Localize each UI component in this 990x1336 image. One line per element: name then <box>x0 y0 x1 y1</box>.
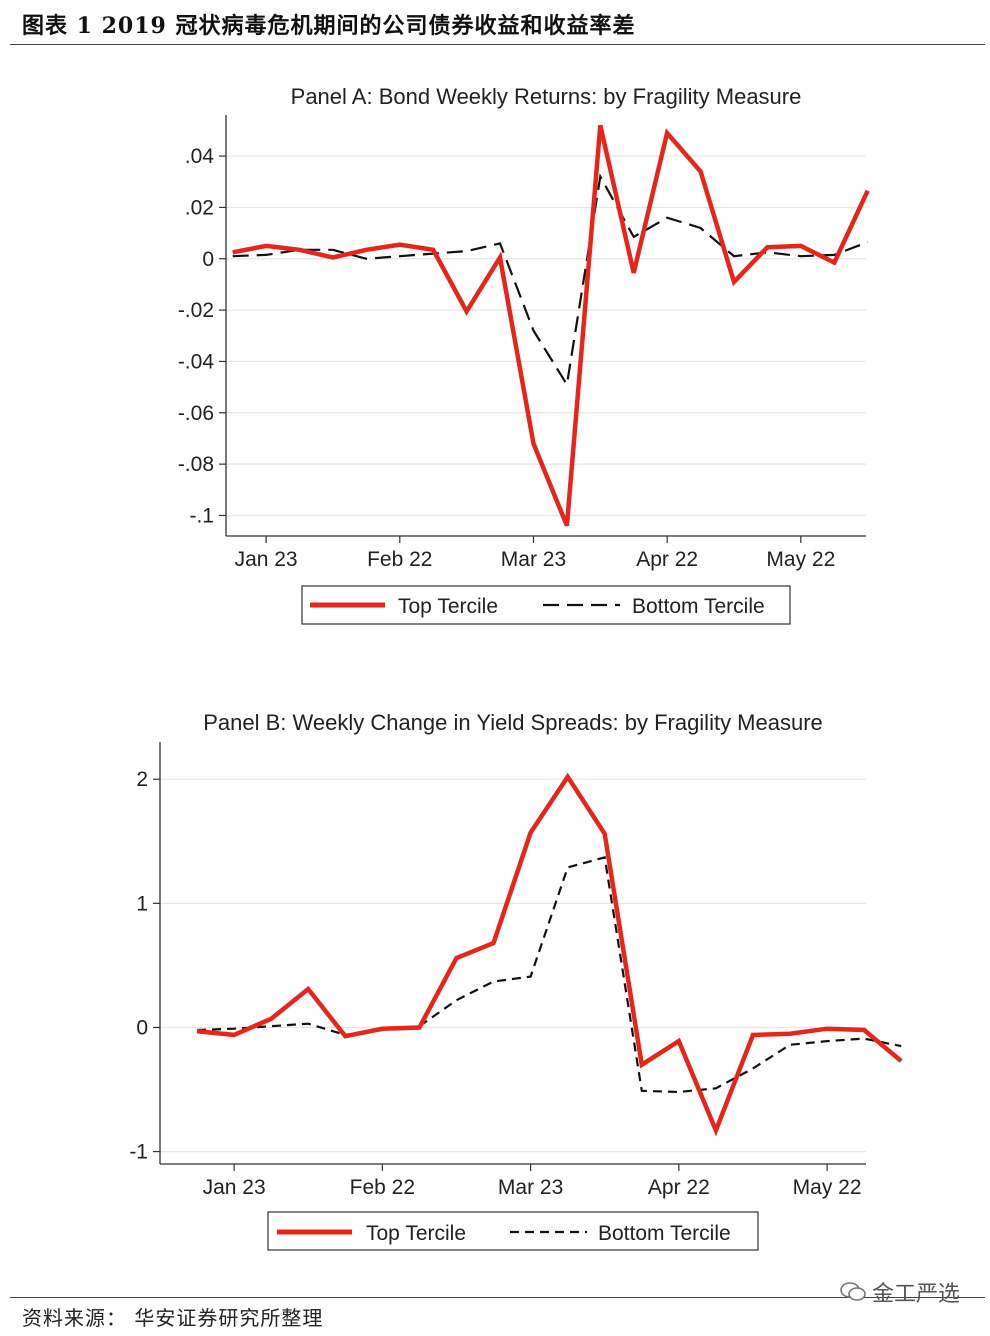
panel-b-y-ticks: 2 1 0 -1 <box>129 768 160 1164</box>
panel-a-series <box>232 124 870 527</box>
x-tick-label: Feb 22 <box>350 1176 415 1199</box>
x-tick-label: May 22 <box>766 548 835 571</box>
bottom-rule <box>10 1297 985 1298</box>
panel-a-x-ticks: Jan 23 Feb 22 Mar 23 Apr 22 May 22 <box>235 536 835 571</box>
panel-a-gridlines <box>226 155 866 517</box>
y-tick-label: -.04 <box>178 350 215 373</box>
series-line-bottom-tercile <box>197 856 902 1094</box>
panel-b-legend: Top Tercile Bottom Tercile <box>267 1211 759 1251</box>
y-tick-label: -.1 <box>189 504 214 527</box>
x-tick-label: Mar 23 <box>501 548 566 571</box>
panel-b-gridlines <box>160 778 866 1153</box>
panel-a-axes <box>225 115 866 537</box>
top-rule <box>10 44 985 45</box>
y-tick-label: 0 <box>202 248 214 271</box>
figure-title: 图表 1 2019 冠状病毒危机期间的公司债券收益和收益率差 <box>22 13 636 39</box>
x-tick-label: May 22 <box>793 1176 862 1199</box>
y-tick-label: -.08 <box>178 453 214 476</box>
panel-a-legend: Top Tercile Bottom Tercile <box>301 585 791 625</box>
y-tick-label: -.06 <box>178 402 214 425</box>
x-tick-label: Feb 22 <box>367 548 432 571</box>
wechat-icon <box>840 1282 866 1302</box>
legend-top-label: Top Tercile <box>398 595 498 618</box>
y-tick-label: .04 <box>185 145 215 168</box>
source-note: 资料来源： 华安证券研究所整理 <box>22 1306 324 1330</box>
legend-bottom-label: Bottom Tercile <box>632 595 765 618</box>
x-tick-label: Apr 22 <box>648 1176 710 1199</box>
panel-b-title: Panel B: Weekly Change in Yield Spreads:… <box>203 710 823 735</box>
panel-b-series <box>196 772 903 1137</box>
panel-a-y-ticks: .04 .02 0 -.02 -.04 -.06 -.08 -.1 <box>178 145 226 527</box>
panel-a-chart: Panel A: Bond Weekly Returns: by Fragili… <box>178 84 870 625</box>
watermark-text: 金工严选 <box>871 1282 960 1307</box>
x-tick-label: Apr 22 <box>636 548 698 571</box>
x-tick-label: Jan 23 <box>235 548 298 571</box>
panel-b-x-ticks: Jan 23 Feb 22 Mar 23 Apr 22 May 22 <box>203 1164 862 1199</box>
series-line-top-tercile <box>232 124 870 527</box>
panel-b-axes <box>159 742 866 1165</box>
panel-b-chart: Panel B: Weekly Change in Yield Spreads:… <box>129 710 903 1251</box>
panel-a-title: Panel A: Bond Weekly Returns: by Fragili… <box>291 84 802 109</box>
y-tick-label: -1 <box>129 1141 148 1164</box>
x-tick-label: Jan 23 <box>203 1176 266 1199</box>
x-tick-label: Mar 23 <box>498 1176 563 1199</box>
series-line-top-tercile <box>196 772 903 1137</box>
y-tick-label: 0 <box>136 1016 148 1039</box>
y-tick-label: 1 <box>136 892 148 915</box>
legend-bottom-label: Bottom Tercile <box>598 1222 731 1245</box>
watermark: 金工严选 <box>840 1276 960 1308</box>
y-tick-label: .02 <box>185 196 214 219</box>
legend-top-label: Top Tercile <box>366 1222 466 1245</box>
y-tick-label: -.02 <box>178 299 214 322</box>
y-tick-label: 2 <box>136 768 148 791</box>
